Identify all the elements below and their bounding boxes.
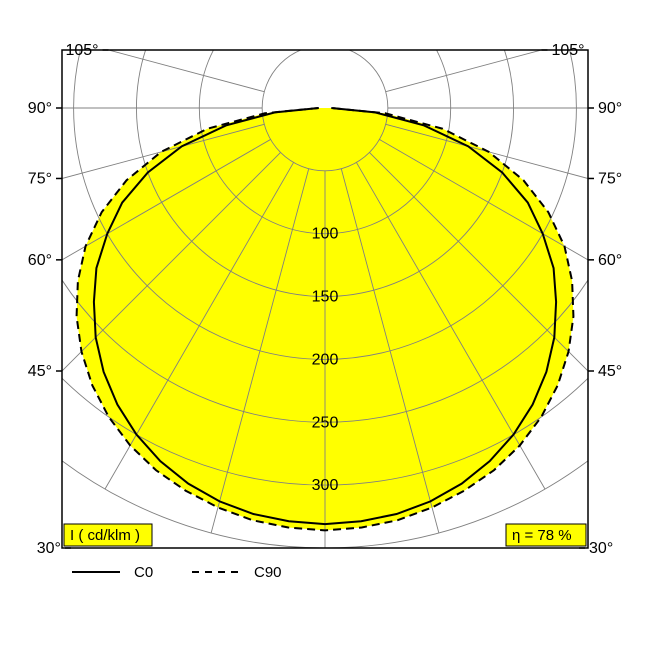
angle-label: 30°: [37, 540, 61, 557]
grid-spoke: [0, 0, 264, 92]
radial-tick-label: 250: [312, 414, 339, 431]
grid-spoke: [386, 0, 650, 92]
efficiency-text: η = 78 %: [512, 527, 572, 544]
angle-label: 60°: [28, 252, 52, 269]
angle-label: 30°: [589, 540, 613, 557]
angle-label: 105°: [551, 42, 584, 59]
radial-tick-label: 200: [312, 351, 339, 368]
polar-chart: 100 150 200 250 300 I ( cd/klm ) η = 78 % 105…: [0, 0, 650, 650]
angle-label: 60°: [598, 252, 622, 269]
angle-label: 105°: [65, 42, 98, 59]
angle-label: 90°: [28, 100, 52, 117]
angle-label: 75°: [28, 170, 52, 187]
legend-c0-label: C0: [134, 564, 153, 581]
angle-label: 45°: [28, 363, 52, 380]
angle-label: 90°: [598, 100, 622, 117]
angle-label: 45°: [598, 363, 622, 380]
radial-tick-label: 100: [312, 226, 339, 243]
legend-c90-label: C90: [254, 564, 282, 581]
unit-text: I ( cd/klm ): [70, 527, 140, 544]
radial-tick-label: 150: [312, 289, 339, 306]
radial-tick-label: 300: [312, 477, 339, 494]
angle-label: 75°: [598, 170, 622, 187]
